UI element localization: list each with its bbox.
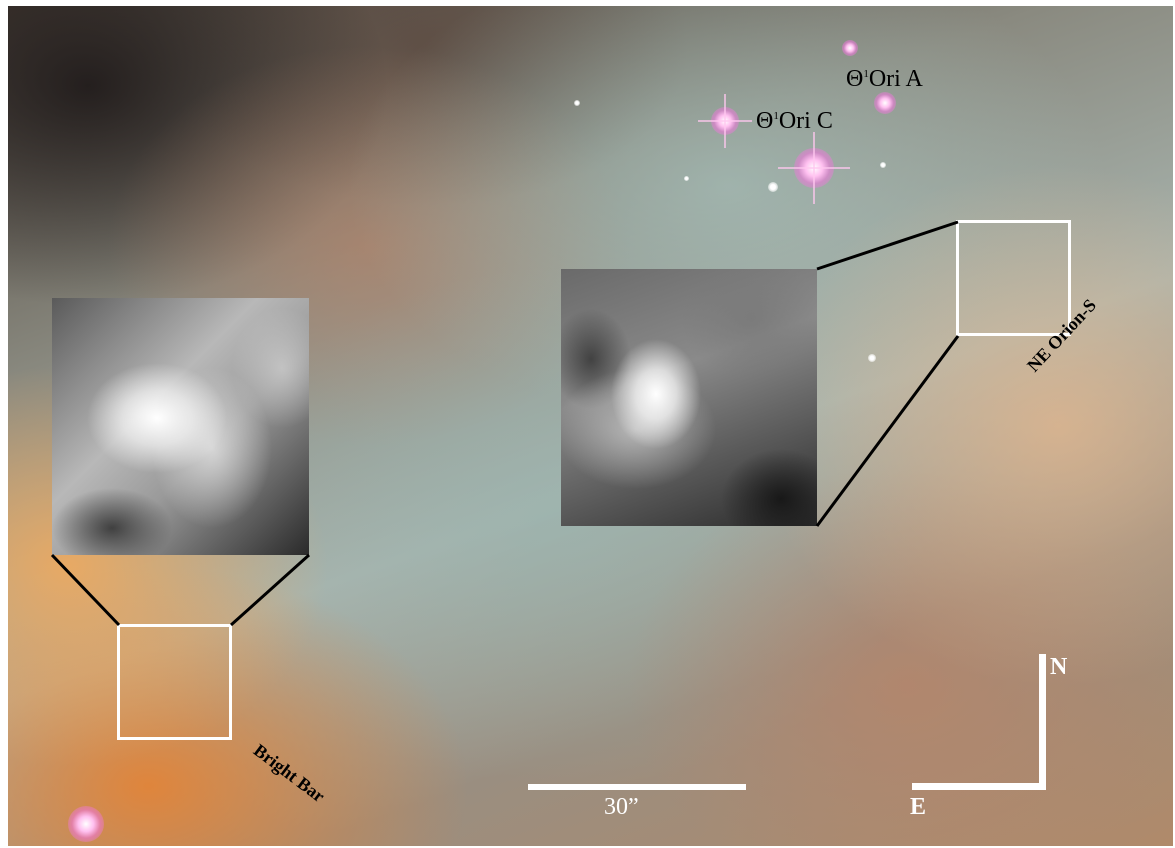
orion-s-zoom-inset [561, 269, 817, 526]
star-spike [724, 94, 726, 148]
orion-s-region-box [956, 220, 1071, 336]
connector-line [816, 220, 959, 271]
compass-east-label: E [910, 794, 927, 820]
compass-north-label: N [1050, 654, 1068, 680]
star [868, 354, 876, 362]
bright-bar-zoom-inset [52, 298, 309, 555]
label-theta1-ori-c: Θ1Ori C [756, 108, 833, 134]
compass-north-arm [1039, 654, 1046, 789]
connector-line [50, 553, 121, 627]
star [68, 806, 104, 842]
star [768, 182, 778, 192]
star [842, 40, 858, 56]
compass-east-arm [912, 783, 1046, 790]
label-theta1-ori-a: Θ1Ori A [846, 66, 923, 92]
scale-bar-label: 30” [604, 794, 639, 820]
scale-bar [528, 784, 746, 790]
star-ori-a [874, 92, 896, 114]
connector-line [815, 335, 960, 527]
star [880, 162, 886, 168]
star-spike [813, 132, 815, 204]
star [684, 176, 689, 181]
bright-bar-region-box [117, 624, 232, 740]
connector-line [229, 553, 311, 627]
star [574, 100, 580, 106]
